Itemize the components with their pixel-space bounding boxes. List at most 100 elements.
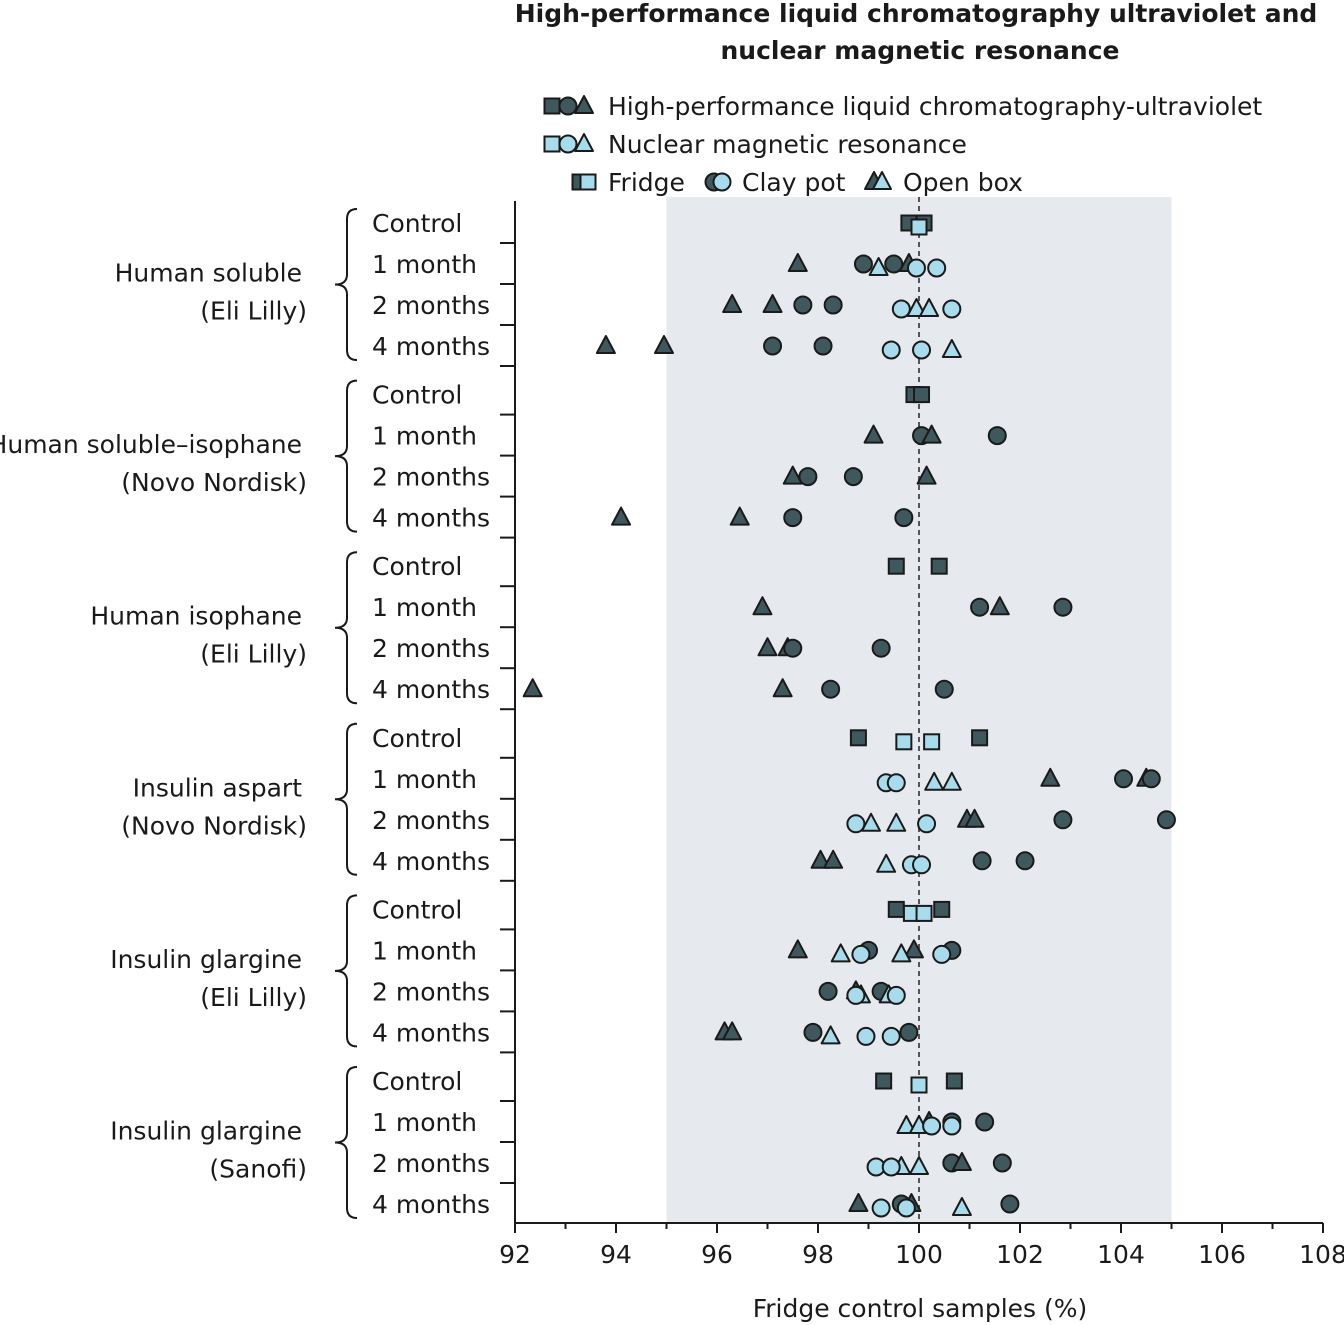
- group-brace: [334, 894, 358, 1048]
- data-point-nmr-clay: [871, 1198, 891, 1218]
- legend-hplc-marker: [558, 96, 578, 116]
- group-maker-label: (Eli Lilly): [200, 640, 307, 669]
- group-name-label: Human soluble: [115, 259, 302, 288]
- data-point-nmr-clay: [932, 944, 952, 964]
- data-point-nmr-open: [820, 1025, 841, 1045]
- legend-nmr-marker: [574, 133, 594, 152]
- data-point-hplc-clay: [975, 1112, 995, 1132]
- data-point-hplc-fridge: [887, 900, 905, 918]
- legend: High-performance liquid chromatography-u…: [543, 92, 1262, 197]
- row-label: 2 months: [372, 977, 490, 1006]
- group-brace: [334, 379, 358, 533]
- data-point-nmr-open: [906, 298, 927, 317]
- data-point-hplc-clay: [1000, 1194, 1020, 1214]
- data-point-nmr-fridge: [915, 904, 933, 922]
- data-point-hplc-open: [611, 506, 632, 526]
- x-tick-label: 100: [895, 1240, 943, 1269]
- row-label: Control: [372, 895, 462, 924]
- row-label: 1 month: [372, 765, 477, 794]
- data-point-hplc-clay: [899, 1022, 919, 1042]
- data-point-hplc-open: [916, 465, 937, 485]
- data-point-nmr-clay: [942, 299, 962, 319]
- data-point-nmr-fridge: [923, 733, 941, 751]
- legend-nmr-marker: [543, 135, 561, 153]
- row-label: 1 month: [372, 422, 477, 451]
- data-point-hplc-fridge: [913, 386, 931, 404]
- data-point-hplc-clay: [803, 1022, 823, 1042]
- data-point-hplc-open: [729, 506, 750, 526]
- x-axis-label: Fridge control samples (%): [753, 1294, 1088, 1323]
- row-label: 4 months: [372, 675, 490, 704]
- x-tick-label: 96: [701, 1240, 733, 1269]
- legend-open-box-marker: [864, 171, 892, 190]
- data-point-nmr-clay: [896, 1198, 916, 1218]
- data-point-hplc-open: [863, 424, 884, 444]
- data-point-hplc-open: [823, 849, 844, 869]
- data-point-hplc-open: [782, 465, 803, 485]
- legend-fridge-label: Fridge: [608, 168, 685, 197]
- group-maker-label: (Eli Lilly): [200, 983, 307, 1012]
- data-point-hplc-clay: [972, 851, 992, 871]
- data-point-hplc-clay: [853, 254, 873, 274]
- data-point-hplc-clay: [1114, 769, 1134, 789]
- row-label: 2 months: [372, 806, 490, 835]
- data-point-hplc-clay: [992, 1153, 1012, 1173]
- legend-open-box-label: Open box: [903, 168, 1023, 197]
- data-point-nmr-open: [830, 943, 851, 963]
- row-label: 2 months: [372, 291, 490, 320]
- data-point-nmr-open: [941, 339, 962, 358]
- marks-layer: [522, 214, 1176, 1218]
- data-point-hplc-open: [595, 335, 616, 354]
- data-point-hplc-clay: [1015, 851, 1035, 871]
- row-label: 1 month: [372, 1108, 477, 1137]
- data-point-nmr-clay: [922, 1116, 942, 1136]
- data-point-hplc-open: [762, 294, 783, 313]
- data-point-hplc-clay: [818, 981, 838, 1001]
- data-point-hplc-open: [522, 678, 543, 698]
- data-point-nmr-fridge: [910, 218, 928, 236]
- data-point-hplc-open: [722, 1021, 743, 1041]
- data-point-hplc-fridge: [971, 729, 989, 747]
- legend-hplc-label: High-performance liquid chromatography-u…: [608, 92, 1262, 121]
- data-point-hplc-open: [772, 678, 793, 698]
- chart-title-line-2: nuclear magnetic resonance: [720, 36, 1119, 65]
- data-point-hplc-open: [921, 424, 942, 444]
- group-name-label: Insulin aspart: [133, 773, 303, 802]
- data-point-hplc-clay: [871, 638, 891, 658]
- data-point-nmr-open: [951, 1197, 972, 1216]
- data-point-hplc-clay: [763, 336, 783, 356]
- group-name-label: Insulin glargine: [110, 1117, 302, 1146]
- data-point-hplc-clay: [1053, 810, 1073, 830]
- row-label: 2 months: [372, 634, 490, 663]
- row-label: Control: [372, 209, 462, 238]
- data-point-nmr-open: [896, 1115, 917, 1134]
- row-label: 1 month: [372, 936, 477, 965]
- data-point-hplc-fridge: [933, 900, 951, 918]
- data-point-hplc-open: [848, 1193, 869, 1212]
- data-point-hplc-open: [787, 253, 808, 272]
- row-label: 2 months: [372, 1149, 490, 1178]
- data-point-hplc-open: [787, 939, 808, 959]
- group-maker-label: (Novo Nordisk): [121, 468, 307, 497]
- x-tick-label: 92: [499, 1240, 531, 1269]
- data-point-hplc-open: [752, 596, 773, 616]
- group-name-label: Human soluble–isophane: [0, 430, 302, 459]
- data-point-hplc-fridge: [945, 1072, 963, 1090]
- data-point-hplc-open: [951, 1152, 972, 1171]
- group-name-label: Human isophane: [90, 602, 302, 631]
- legend-fridge-marker-nmr: [579, 173, 597, 191]
- data-point-nmr-clay: [846, 814, 866, 834]
- data-point-hplc-fridge: [930, 557, 948, 575]
- data-point-hplc-open: [1040, 767, 1061, 787]
- group-name-label: Insulin glargine: [110, 945, 302, 974]
- group-maker-label: (Novo Nordisk): [121, 811, 307, 840]
- row-label: Control: [372, 552, 462, 581]
- row-label: Control: [372, 381, 462, 410]
- row-label: 2 months: [372, 463, 490, 492]
- x-tick-label: 94: [600, 1240, 632, 1269]
- data-point-nmr-open: [919, 298, 940, 317]
- data-point-nmr-open: [941, 771, 962, 791]
- data-point-nmr-open: [861, 812, 882, 832]
- data-point-nmr-open: [886, 812, 907, 832]
- data-point-nmr-clay: [886, 985, 906, 1005]
